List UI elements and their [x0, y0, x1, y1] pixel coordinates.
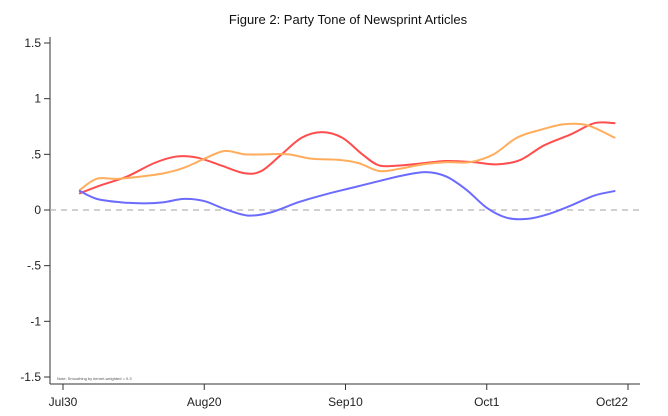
x-tick-label: Aug20 [187, 395, 222, 409]
y-tick-label: 1 [34, 92, 41, 106]
series-line-orange [78, 122, 616, 191]
series-line-blue [78, 171, 616, 221]
x-axis-ticks: Jul30 Aug20 Sep10 Oct1 Oct22 [49, 384, 629, 409]
x-tick-label: Jul30 [49, 395, 78, 409]
y-tick-label: -1.5 [20, 370, 41, 384]
chart-title: Figure 2: Party Tone of Newsprint Articl… [229, 12, 468, 27]
y-axis-ticks: 1.51.50-.5-1-1.5 [20, 36, 50, 384]
series-lines [78, 121, 616, 221]
x-tick-label: Oct22 [596, 395, 628, 409]
chart-note: Note: Smoothing by kernel-weighted = 0.3 [57, 376, 132, 381]
y-tick-label: 0 [34, 203, 41, 217]
y-tick-label: -1 [30, 314, 41, 328]
y-tick-label: 1.5 [24, 36, 41, 50]
x-tick-label: Sep10 [328, 395, 363, 409]
x-tick-label: Oct1 [474, 395, 500, 409]
series-line-red [78, 121, 616, 195]
y-tick-label: .5 [31, 147, 41, 161]
y-tick-label: -.5 [27, 259, 41, 273]
